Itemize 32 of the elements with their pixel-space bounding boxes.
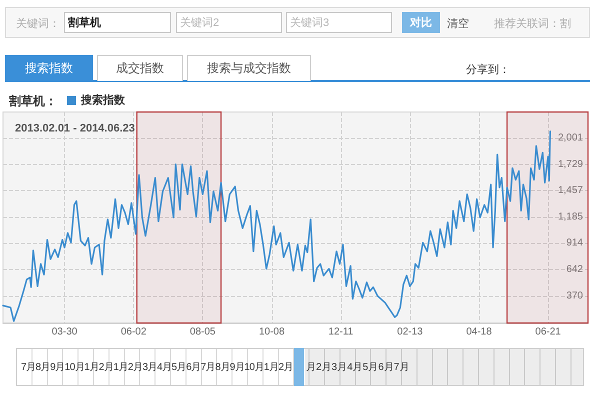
y-tick-label: 1,457 <box>558 185 584 196</box>
legend-title: 割草机： <box>8 94 57 108</box>
text: 7月8月9月10月1月2月1月2月3月4月5月6月7月8月9月10月1月2月 <box>21 361 293 374</box>
x-tick-label: 10-08 <box>258 326 285 338</box>
x-tick-label: 02-13 <box>397 326 424 338</box>
y-tick-label: 2,001 <box>558 132 584 144</box>
button: 对比 <box>402 12 440 33</box>
text-field: 关键词3 <box>286 12 392 33</box>
x-tick-label: 03-30 <box>52 326 78 338</box>
tab: 搜索指数 <box>5 55 93 81</box>
y-tick-label: 1,185 <box>558 212 584 223</box>
tab: 成交指数 <box>97 55 183 81</box>
x-tick-label: 06-02 <box>120 326 147 338</box>
y-tick-label: 370 <box>566 290 584 302</box>
y-tick-label: 914 <box>566 238 584 249</box>
y-tick-label: 642 <box>566 264 584 276</box>
text-field: 关键词2 <box>176 12 282 33</box>
x-tick-label: 12-11 <box>328 326 354 338</box>
text: 推荐关联词：割 <box>494 16 571 31</box>
x-tick-label: 04-18 <box>466 326 492 338</box>
legend-label: 搜索指数 <box>80 94 126 106</box>
x-tick-label: 08-05 <box>190 326 216 338</box>
line-series <box>2 130 552 322</box>
text: 分享到： <box>466 62 510 77</box>
text: 清空 <box>447 16 469 31</box>
text-field: 割草机 <box>64 12 171 33</box>
tab: 搜索与成交指数 <box>187 55 311 81</box>
text: 2013.02.01 - 2014.06.23 <box>15 122 135 134</box>
text: 月2月3月4月5月6月7月 <box>306 361 410 374</box>
x-tick-label: 06-21 <box>535 326 562 338</box>
text: 关键词： <box>16 16 60 31</box>
y-tick-label: 1,729 <box>558 158 584 170</box>
